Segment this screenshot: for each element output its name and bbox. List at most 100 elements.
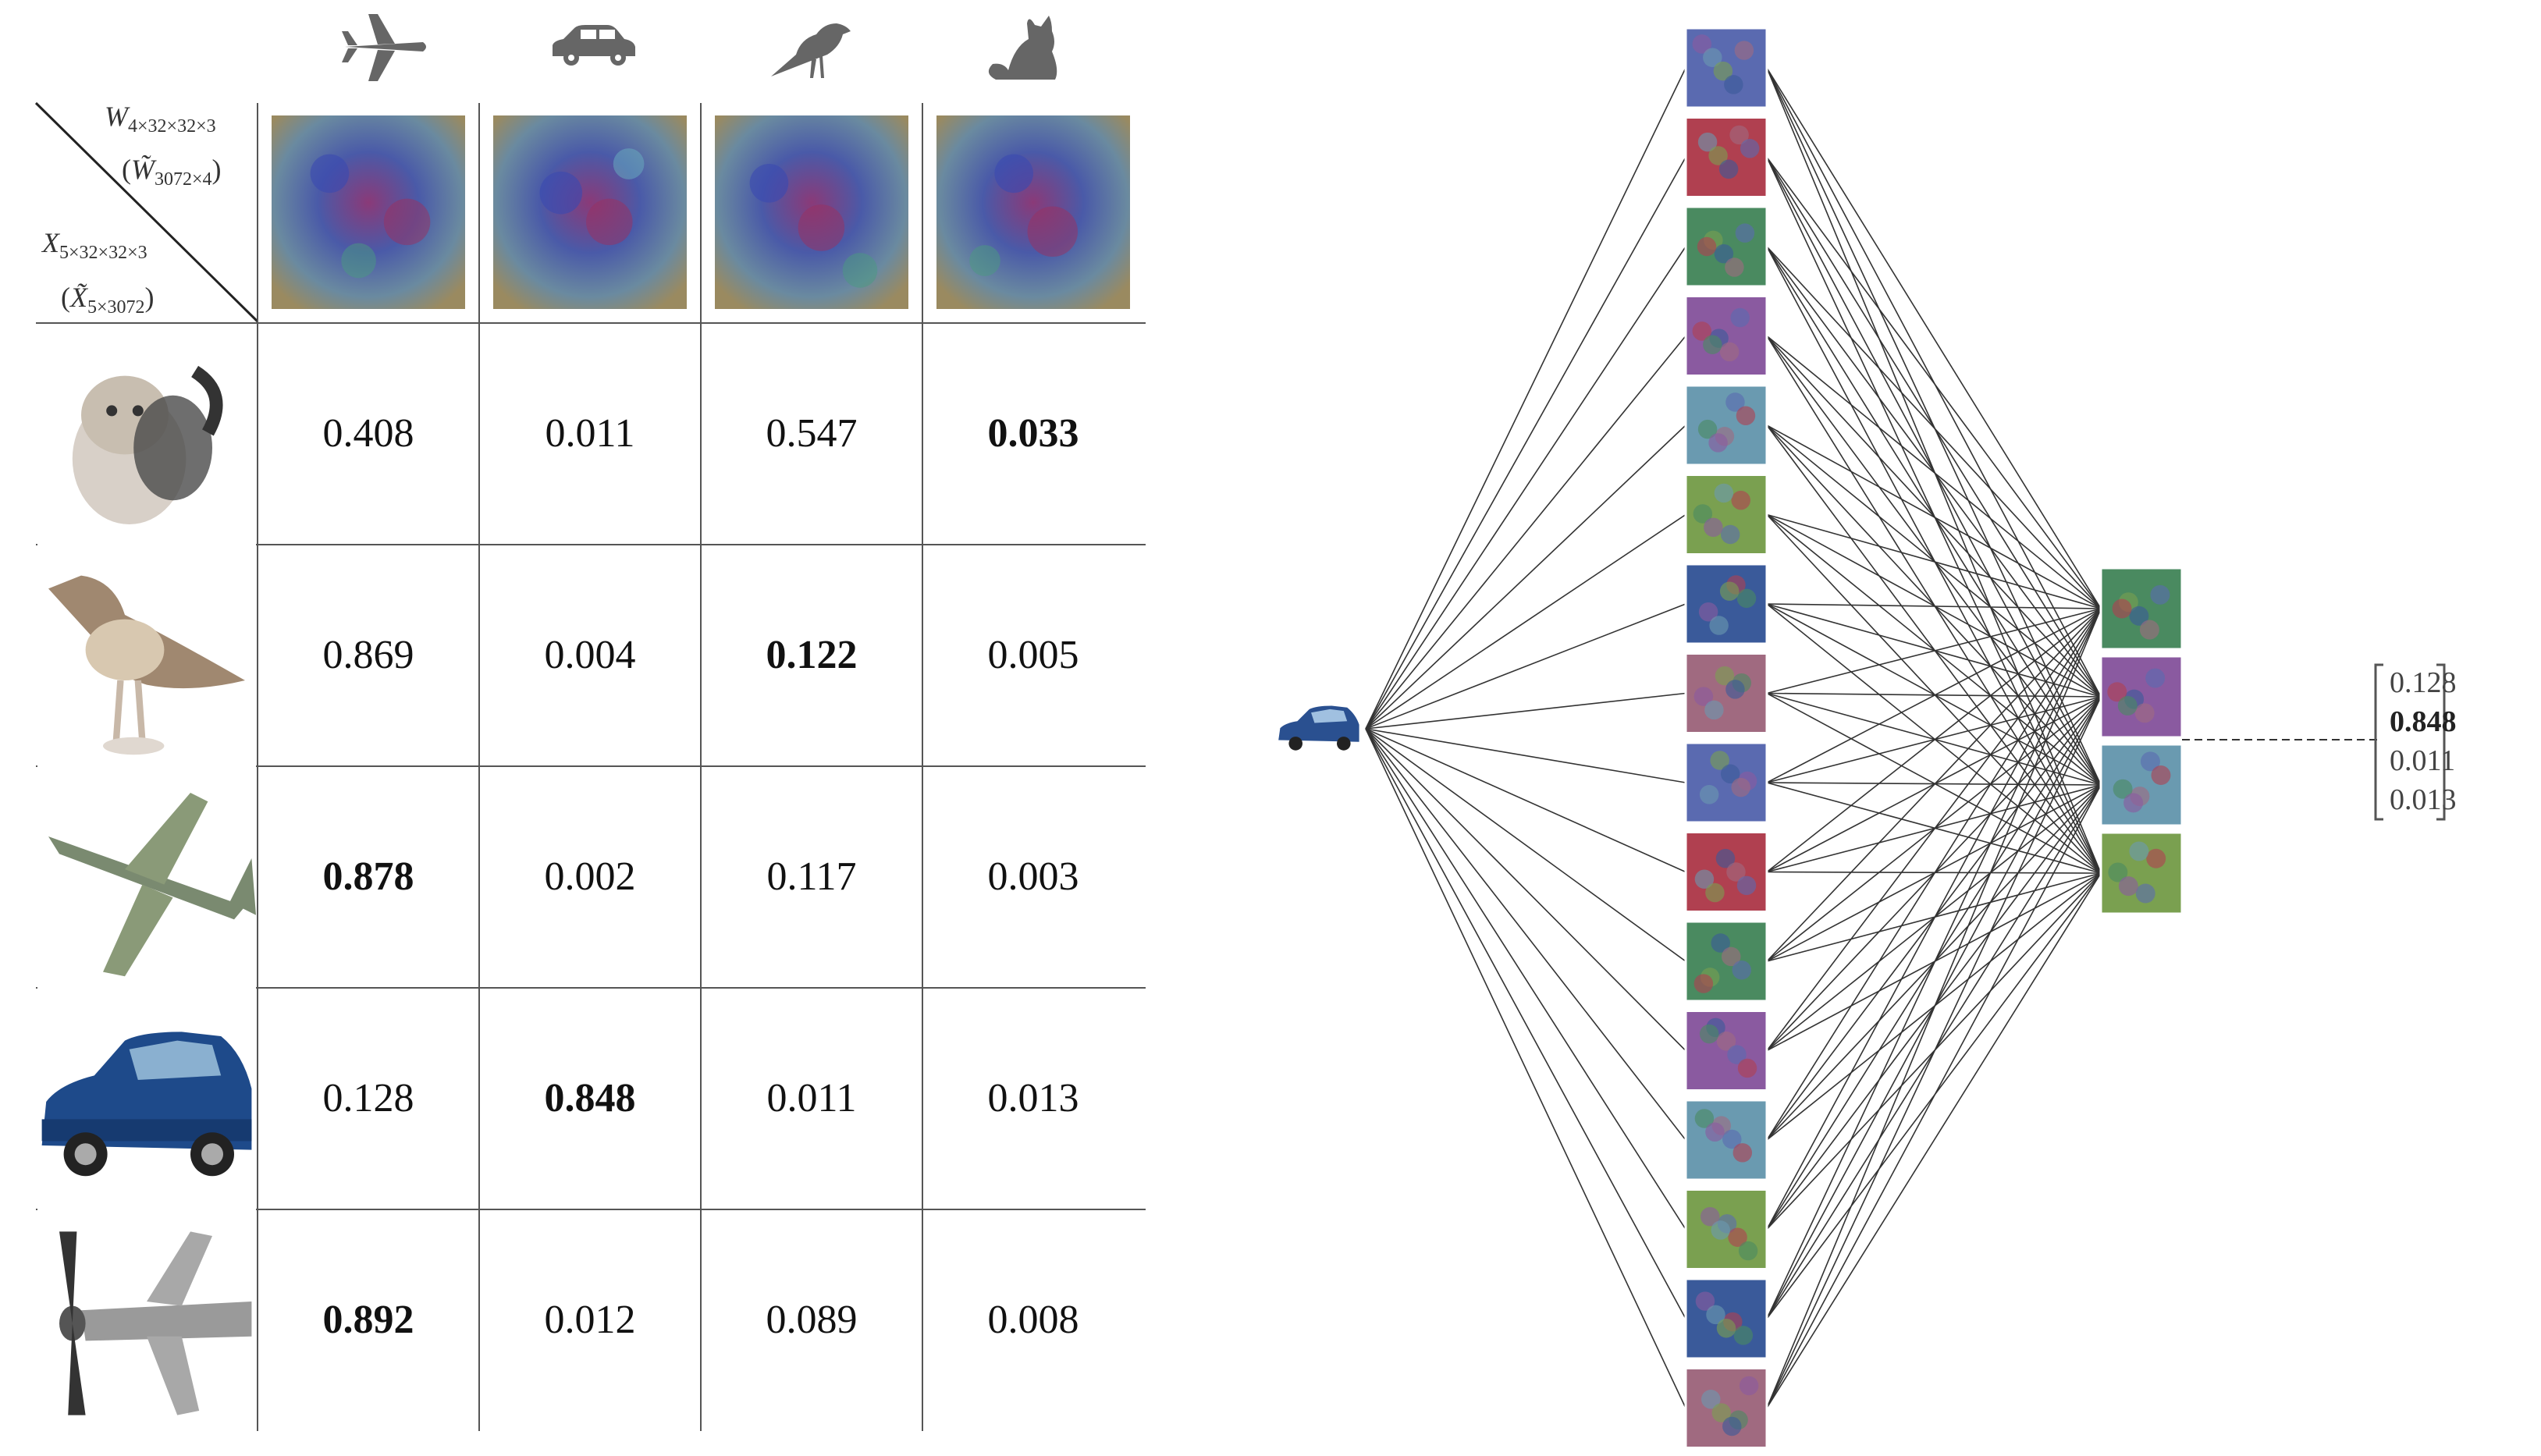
score-cell: 0.008 bbox=[987, 1298, 1079, 1342]
score-cell: 0.848 bbox=[544, 1076, 636, 1120]
hidden-feature-tile bbox=[1684, 384, 1768, 467]
hidden-output-connection bbox=[1766, 608, 2102, 694]
prediction-table: W4×32×32×3 (W̃3072×4) X5×32×32×3 (X̃5×30… bbox=[0, 0, 1155, 1436]
input-hidden-connection bbox=[1365, 728, 1686, 783]
input-hidden-connection bbox=[1365, 728, 1686, 1408]
score-cell: 0.128 bbox=[322, 1076, 414, 1120]
cat-icon bbox=[988, 16, 1057, 80]
hidden-output-connection bbox=[1766, 608, 2102, 1141]
input-hidden-connection bbox=[1365, 424, 1686, 730]
hidden-feature-tile bbox=[1684, 474, 1768, 556]
hidden-feature-tile bbox=[1684, 1277, 1768, 1360]
hidden-output-connection bbox=[1766, 67, 2102, 609]
hidden-feature-tile bbox=[1684, 1188, 1768, 1270]
hidden-output-connection bbox=[1766, 246, 2102, 609]
hidden-feature-tile bbox=[1684, 741, 1768, 824]
score-cell: 0.003 bbox=[987, 854, 1079, 899]
score-cell: 0.004 bbox=[544, 633, 636, 677]
score-cell: 0.033 bbox=[987, 411, 1079, 456]
hidden-output-connection bbox=[1766, 696, 2102, 1408]
input-hidden-connection bbox=[1365, 692, 1686, 730]
hidden-output-connection bbox=[1766, 608, 2102, 783]
hidden-feature-tile bbox=[1684, 295, 1768, 377]
hidden-feature-tile bbox=[1684, 1099, 1768, 1181]
score-cell: 0.011 bbox=[545, 411, 635, 456]
kitten-image bbox=[37, 328, 256, 546]
output-score: 0.848 bbox=[2390, 705, 2457, 738]
hidden-output-connection bbox=[1766, 513, 2102, 609]
hidden-output-connection bbox=[1766, 608, 2102, 962]
score-cell: 0.869 bbox=[322, 633, 414, 677]
network-connections bbox=[1365, 27, 2377, 1449]
input-hidden-connection bbox=[1365, 728, 1686, 1141]
score-cell: 0.005 bbox=[987, 633, 1079, 677]
score-cell: 0.878 bbox=[322, 854, 414, 899]
car-input-image bbox=[1278, 705, 1359, 751]
hidden-output-connection bbox=[1766, 608, 2102, 1051]
airplane-image bbox=[37, 771, 256, 989]
input-label: X5×32×32×3 bbox=[42, 227, 147, 264]
input-hidden-connection bbox=[1365, 728, 1686, 1230]
score-cell: 0.011 bbox=[766, 1076, 857, 1120]
input-hidden-connection bbox=[1365, 335, 1686, 730]
car-image bbox=[37, 993, 256, 1211]
output-score: 0.128 bbox=[2390, 666, 2457, 699]
hidden-output-connection bbox=[1766, 335, 2102, 609]
input-hidden-connection bbox=[1365, 157, 1686, 730]
hidden-feature-tile bbox=[1684, 1367, 1768, 1449]
score-cell: 0.892 bbox=[322, 1298, 414, 1342]
hidden-feature-tile bbox=[1684, 831, 1768, 913]
output-vector-bracket bbox=[2374, 663, 2446, 821]
hidden-output-connection bbox=[1766, 424, 2102, 609]
hidden-output-connection bbox=[1766, 872, 2102, 1408]
input-flat-label: (X̃5×3072) bbox=[61, 282, 155, 318]
input-hidden-connection bbox=[1365, 728, 1686, 1052]
airplane-icon bbox=[342, 14, 426, 81]
input-hidden-connection bbox=[1365, 246, 1686, 730]
hidden-output-connection bbox=[1766, 608, 2102, 1230]
input-hidden-connection bbox=[1365, 513, 1686, 730]
hidden-feature-tile bbox=[1684, 27, 1768, 109]
input-hidden-connection bbox=[1365, 728, 1686, 873]
output-score: 0.013 bbox=[2390, 783, 2457, 816]
score-cell: 0.002 bbox=[544, 854, 636, 899]
output-feature-tile bbox=[2099, 831, 2184, 915]
propeller-airplane-image bbox=[37, 1214, 256, 1433]
bird-icon bbox=[771, 23, 851, 78]
score-cell: 0.012 bbox=[544, 1298, 636, 1342]
bird-image bbox=[37, 549, 256, 768]
weight-tile-bird bbox=[715, 115, 908, 309]
score-cell: 0.013 bbox=[987, 1076, 1079, 1120]
hidden-feature-tile bbox=[1684, 1010, 1768, 1092]
weight-flat-label: (W̃3072×4) bbox=[122, 154, 222, 190]
score-cell: 0.117 bbox=[766, 854, 857, 899]
hidden-feature-tile bbox=[1684, 563, 1768, 645]
hidden-output-connection bbox=[1766, 603, 2102, 609]
hidden-output-connection bbox=[1766, 157, 2102, 609]
hidden-feature-tile bbox=[1684, 205, 1768, 288]
hidden-feature-tile bbox=[1684, 652, 1768, 734]
score-cell: 0.408 bbox=[322, 411, 414, 456]
weight-label: W4×32×32×3 bbox=[105, 101, 216, 137]
hidden-output-connection bbox=[1766, 608, 2102, 1319]
hidden-output-connection bbox=[1766, 608, 2102, 1408]
score-cell: 0.547 bbox=[766, 411, 858, 456]
weight-tile-car bbox=[493, 115, 687, 309]
hidden-output-connection bbox=[1766, 608, 2102, 873]
output-feature-tile bbox=[2099, 655, 2184, 739]
input-hidden-connection bbox=[1365, 603, 1686, 730]
hidden-feature-tile bbox=[1684, 920, 1768, 1003]
input-hidden-connection bbox=[1365, 728, 1686, 1319]
output-feature-tile bbox=[2099, 743, 2184, 827]
network-diagram: 0.128 0.848 0.011 0.013 bbox=[1249, 0, 2541, 1456]
hidden-output-connection bbox=[1766, 784, 2102, 1408]
output-feature-tile bbox=[2099, 566, 2184, 651]
input-hidden-connection bbox=[1365, 67, 1686, 730]
weight-tile-airplane bbox=[272, 115, 465, 309]
score-cell: 0.089 bbox=[766, 1298, 858, 1342]
car-icon bbox=[553, 25, 635, 66]
hidden-feature-tile bbox=[1684, 116, 1768, 198]
output-score: 0.011 bbox=[2390, 744, 2456, 777]
input-hidden-connection bbox=[1365, 728, 1686, 962]
weight-tile-cat bbox=[936, 115, 1130, 309]
